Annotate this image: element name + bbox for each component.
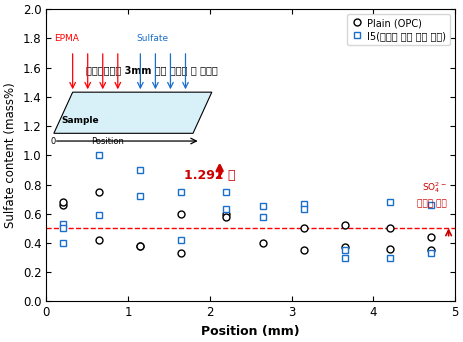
Line: Plain (OPC): Plain (OPC) <box>59 188 434 256</box>
Line: I5(음이온 교환 수지 치환): I5(음이온 교환 수지 치환) <box>59 152 434 261</box>
I5(음이온 교환 수지 치환) <box>260 205 266 209</box>
I5(음이온 교환 수지 치환) <box>260 215 266 219</box>
Plain (OPC) <box>138 244 143 248</box>
Text: 표면으로부터 3mm 이상 깊이의 황 함유량: 표면으로부터 3mm 이상 깊이의 황 함유량 <box>86 66 217 76</box>
Y-axis label: Sulfate content (mass%): Sulfate content (mass%) <box>4 82 17 228</box>
Plain (OPC) <box>342 223 348 227</box>
Plain (OPC) <box>260 241 266 245</box>
Text: SO$_4^{2-}$: SO$_4^{2-}$ <box>422 180 447 195</box>
I5(음이온 교환 수지 치환) <box>387 255 393 260</box>
I5(음이온 교환 수지 치환) <box>342 255 348 260</box>
I5(음이온 교환 수지 치환) <box>138 194 143 198</box>
Text: 1.292 배: 1.292 배 <box>184 169 235 182</box>
I5(음이온 교환 수지 치환) <box>97 153 102 157</box>
I5(음이온 교환 수지 치환) <box>60 226 65 231</box>
Plain (OPC) <box>97 238 102 242</box>
I5(음이온 교환 수지 치환) <box>224 190 229 194</box>
I5(음이온 교환 수지 치환) <box>224 207 229 211</box>
I5(음이온 교환 수지 치환) <box>342 248 348 252</box>
Plain (OPC) <box>387 226 393 231</box>
I5(음이온 교환 수지 치환) <box>60 222 65 226</box>
Plain (OPC) <box>387 247 393 251</box>
I5(음이온 교환 수지 치환) <box>138 168 143 172</box>
Plain (OPC) <box>301 226 307 231</box>
I5(음이온 교환 수지 치환) <box>428 203 433 207</box>
Plain (OPC) <box>301 248 307 252</box>
Plain (OPC) <box>97 190 102 194</box>
Legend: Plain (OPC), I5(음이온 교환 수지 치환): Plain (OPC), I5(음이온 교환 수지 치환) <box>347 14 450 45</box>
Plain (OPC) <box>224 212 229 216</box>
Plain (OPC) <box>178 251 184 255</box>
Plain (OPC) <box>342 245 348 249</box>
I5(음이온 교환 수지 치환) <box>387 200 393 204</box>
Plain (OPC) <box>60 203 65 207</box>
I5(음이온 교환 수지 치환) <box>97 213 102 217</box>
Plain (OPC) <box>138 244 143 248</box>
Plain (OPC) <box>428 248 433 252</box>
I5(음이온 교환 수지 치환) <box>301 201 307 206</box>
I5(음이온 교환 수지 치환) <box>301 207 307 211</box>
I5(음이온 교환 수지 치환) <box>60 241 65 245</box>
Text: 고정량 비교: 고정량 비교 <box>417 199 446 208</box>
X-axis label: Position (mm): Position (mm) <box>201 325 300 338</box>
I5(음이온 교환 수지 치환) <box>178 238 184 242</box>
I5(음이온 교환 수지 치환) <box>428 251 433 255</box>
I5(음이온 교환 수지 치환) <box>178 190 184 194</box>
Plain (OPC) <box>60 200 65 204</box>
Plain (OPC) <box>428 235 433 239</box>
Plain (OPC) <box>224 215 229 219</box>
Plain (OPC) <box>178 212 184 216</box>
